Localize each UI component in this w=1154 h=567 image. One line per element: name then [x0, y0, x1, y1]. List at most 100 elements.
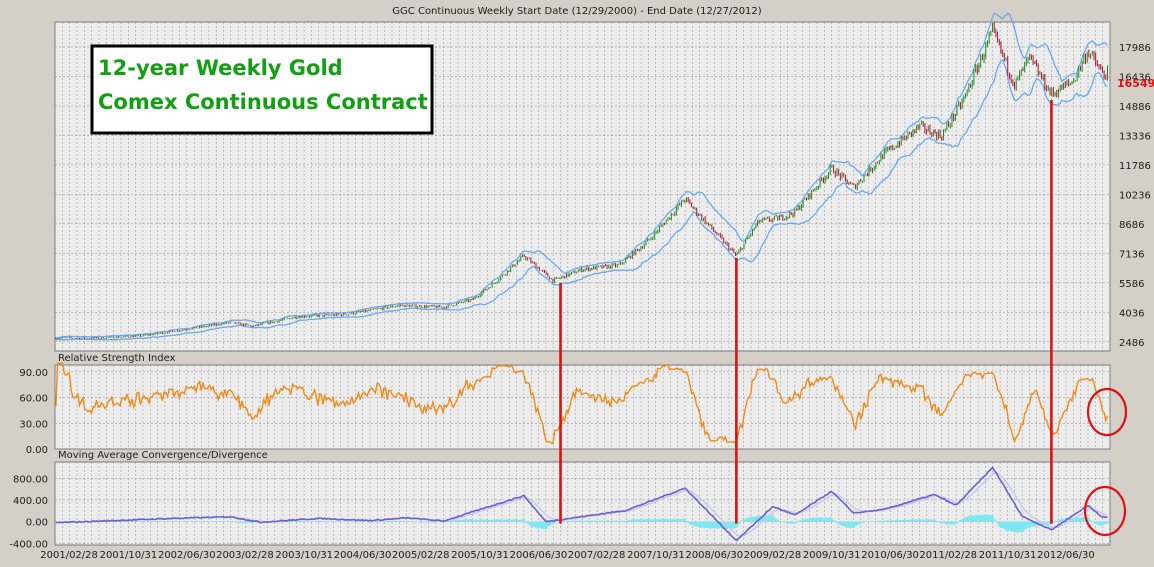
axis-labels: 2001/02/28 2001/10/31 2002/06/30 2003/02/28… — [9, 43, 1150, 561]
macd-histogram-bar — [952, 521, 955, 525]
macd-histogram-bar — [895, 519, 898, 522]
macd-histogram-bar — [450, 520, 453, 522]
macd-histogram-bar — [557, 521, 560, 523]
rsi-tick-label: 0.00 — [26, 445, 48, 456]
macd-histogram-bar — [291, 520, 294, 522]
macd-histogram-bar — [751, 517, 754, 522]
macd-histogram-bar — [545, 521, 548, 529]
price-tick-label: 10236 — [1119, 190, 1151, 201]
macd-histogram-bar — [885, 520, 888, 522]
macd-histogram-bar — [399, 520, 402, 522]
macd-histogram-bar — [666, 519, 670, 522]
macd-histogram-bar — [766, 515, 769, 522]
macd-histogram-bar — [585, 520, 588, 522]
macd-histogram-bar — [991, 514, 994, 522]
macd-histogram-bar — [805, 518, 808, 522]
macd-histogram-bar — [771, 515, 774, 522]
macd-histogram-bar — [890, 519, 893, 522]
macd-panel-title: Moving Average Convergence/Divergence — [58, 450, 268, 461]
macd-histogram-bar — [954, 521, 957, 525]
macd-histogram-bar — [1094, 521, 1097, 524]
macd-histogram-bar — [1018, 521, 1021, 533]
macd-histogram-bar — [722, 521, 725, 529]
macd-histogram-bar — [839, 521, 842, 526]
macd-histogram-bar — [406, 521, 409, 522]
macd-histogram-bar — [1016, 521, 1019, 533]
macd-histogram-bar — [974, 515, 977, 522]
macd-histogram-bar — [746, 517, 749, 522]
macd-histogram-bar — [908, 519, 911, 522]
macd-histogram-bar — [362, 521, 365, 523]
macd-tick-label: 800.00 — [13, 474, 48, 485]
macd-histogram-bar — [819, 517, 822, 522]
macd-histogram-bar — [193, 521, 196, 522]
macd-histogram-bar — [296, 521, 299, 522]
macd-histogram-bar — [732, 521, 735, 529]
macd-histogram-bar — [565, 520, 568, 522]
macd-histogram-bar — [763, 515, 766, 522]
rsi-tick-label: 30.00 — [19, 419, 48, 430]
macd-tick-label: 400.00 — [13, 496, 48, 507]
macd-histogram-bar — [793, 521, 796, 524]
macd-histogram-bar — [891, 520, 894, 522]
macd-histogram-bar — [727, 521, 730, 529]
macd-histogram-bar — [688, 521, 691, 525]
macd-histogram-bar — [464, 519, 467, 522]
macd-histogram-bar — [842, 521, 845, 527]
macd-histogram-bar — [158, 521, 161, 522]
macd-histogram-bar — [702, 521, 705, 528]
macd-histogram-bar — [814, 518, 817, 522]
macd-histogram-bar — [964, 517, 967, 522]
macd-histogram-bar — [245, 521, 249, 524]
macd-histogram-bar — [922, 519, 925, 522]
macd-histogram-bar — [1060, 518, 1063, 522]
macd-histogram-bar — [956, 521, 959, 524]
macd-histogram-bar — [1057, 519, 1060, 522]
macd-histogram-bar — [888, 520, 891, 522]
macd-histogram-bar — [492, 519, 495, 522]
macd-histogram-bar — [501, 519, 504, 522]
x-tick-label: 2001/10/31 — [100, 550, 158, 561]
macd-histogram-bar — [301, 521, 304, 522]
macd-histogram-bar — [433, 521, 436, 523]
macd-histogram-bar — [756, 516, 759, 522]
macd-histogram-bar — [792, 521, 795, 524]
macd-histogram-bar — [1099, 521, 1102, 526]
macd-histogram-bar — [474, 519, 477, 522]
macd-histogram-bar — [788, 521, 791, 524]
macd-histogram-bar — [918, 519, 921, 522]
macd-histogram-bar — [1040, 521, 1043, 526]
lower-band — [55, 59, 1108, 341]
macd-histogram-bar — [783, 521, 786, 523]
macd-histogram-bar — [677, 518, 680, 522]
macd-histogram-bar — [886, 520, 889, 522]
macd-histogram-bar — [479, 519, 482, 522]
macd-histogram-bar — [815, 517, 818, 522]
macd-histogram-bar — [1030, 521, 1033, 527]
macd-histogram-bar — [489, 520, 492, 522]
last-price-label: 16549 — [1117, 77, 1154, 90]
macd-histogram-bar — [744, 518, 747, 522]
macd-histogram-bar — [1103, 521, 1106, 525]
macd-histogram-bar — [298, 520, 301, 522]
macd-histogram-bar — [616, 520, 619, 522]
macd-histogram-bar — [1038, 521, 1041, 526]
macd-histogram-bar — [810, 517, 813, 522]
macd-histogram-bar — [215, 521, 218, 522]
macd-histogram-bar — [614, 520, 617, 522]
macd-histogram-bar — [668, 519, 671, 522]
x-tick-label: 2011/02/28 — [919, 550, 977, 561]
macd-histogram-bar — [1015, 521, 1018, 533]
macd-histogram-bar — [475, 519, 478, 522]
macd-histogram-bar — [1045, 521, 1048, 525]
macd-histogram-bar — [986, 514, 989, 522]
macd-histogram-bar — [249, 521, 252, 523]
macd-histogram-bar — [633, 519, 636, 522]
price-tick-label: 4036 — [1119, 308, 1144, 319]
macd-histogram-bar — [320, 521, 323, 522]
annotation-line-2: Comex Continuous Contract — [98, 90, 428, 114]
macd-histogram-bar — [927, 519, 930, 522]
macd-histogram-bar — [201, 521, 205, 522]
macd-histogram-bar — [546, 521, 549, 527]
